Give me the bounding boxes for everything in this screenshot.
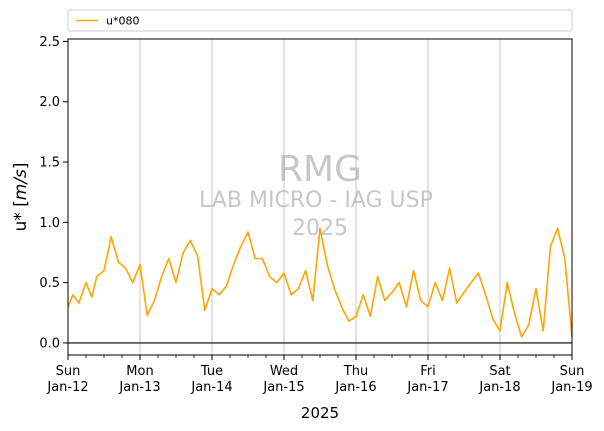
plot-area: RMG LAB MICRO - IAG USP 2025 (67, 38, 573, 356)
x-tick-label-day: Sat (489, 364, 510, 379)
x-tick-label-day: Sun (560, 364, 585, 379)
x-tick-label-day: Mon (126, 364, 153, 379)
watermark-lab: LAB MICRO - IAG USP (199, 188, 433, 213)
x-tick-label-date: Jan-16 (334, 380, 376, 395)
y-tick-label: 2.5 (39, 35, 60, 50)
x-tick-label-date: Jan-14 (190, 380, 232, 395)
watermark: RMG LAB MICRO - IAG USP 2025 (199, 149, 433, 241)
x-tick-label-date: Jan-18 (478, 380, 520, 395)
x-tick-label-day: Fri (420, 364, 436, 379)
x-tick-label-date: Jan-13 (118, 380, 160, 395)
y-axis: 0.0 0.5 1.0 1.5 2.0 2.5 (39, 35, 68, 351)
legend: u*080 (67, 9, 573, 32)
x-axis-label: 2025 (301, 404, 339, 422)
y-tick-label: 1.0 (39, 216, 60, 231)
watermark-rmg: RMG (278, 149, 362, 190)
grid-lines (139, 39, 501, 355)
x-tick-label-date: Jan-15 (262, 380, 304, 395)
x-axis: SunJan-12MonJan-13TueJan-14WedJan-15ThuJ… (46, 355, 593, 395)
x-tick-label-day: Sun (56, 364, 81, 379)
x-tick-label-day: Wed (270, 364, 298, 379)
legend-label: u*080 (106, 15, 139, 28)
y-axis-label: u* [m/s] (11, 162, 31, 231)
x-tick-label-day: Thu (343, 364, 368, 379)
y-tick-label: 2.0 (39, 95, 60, 110)
x-tick-label-date: Jan-12 (46, 380, 88, 395)
series-line-u080 (67, 227, 573, 338)
legend-frame (67, 9, 573, 32)
y-tick-label: 1.5 (39, 156, 60, 171)
y-tick-label: 0.0 (39, 336, 60, 351)
y-tick-label: 0.5 (39, 276, 60, 291)
x-tick-label-day: Tue (200, 364, 223, 379)
x-tick-label-date: Jan-17 (406, 380, 448, 395)
x-tick-label-date: Jan-19 (550, 380, 592, 395)
